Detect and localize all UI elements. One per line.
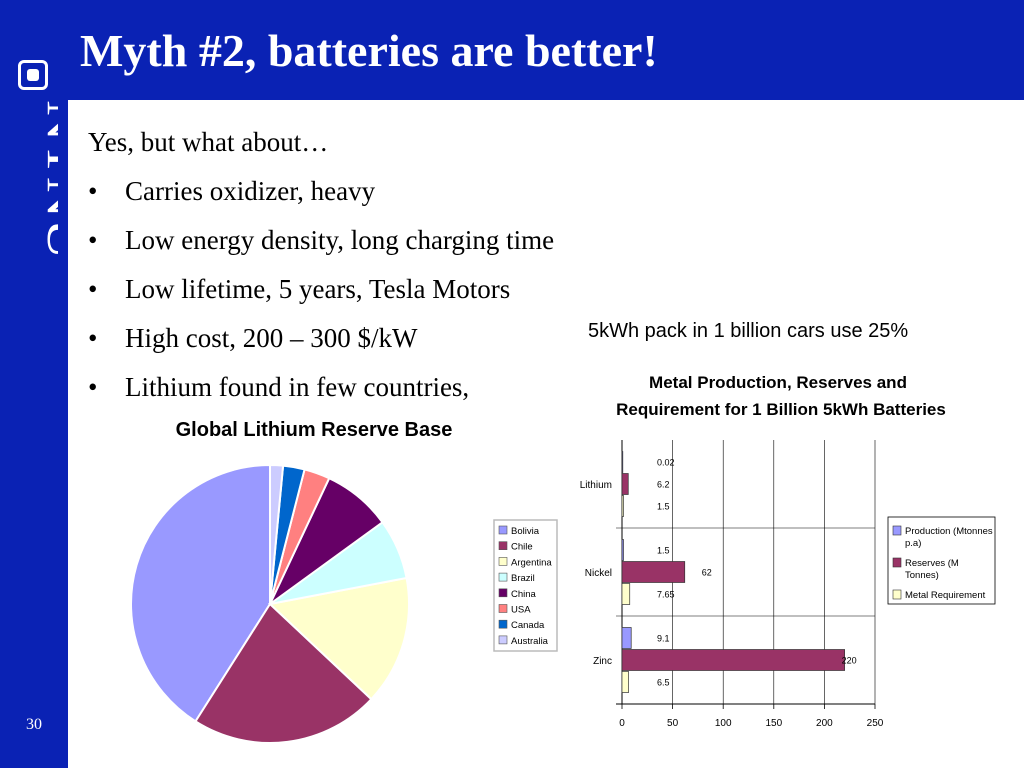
pie-legend-swatch bbox=[498, 572, 508, 582]
pie-legend-label: Australia bbox=[511, 636, 549, 647]
bar-legend-swatch bbox=[892, 557, 902, 568]
bullet-item: • High cost, 200 – 300 $/kW bbox=[88, 314, 554, 363]
pie-legend-label: China bbox=[511, 589, 537, 600]
bullet-symbol: • bbox=[88, 372, 98, 402]
bar-legend-box bbox=[887, 516, 996, 605]
bullet-item: • Low energy density, long charging time bbox=[88, 216, 554, 265]
bar-value-label: 6.5 bbox=[657, 678, 670, 688]
bar-value-label: 1.5 bbox=[657, 502, 670, 512]
pie-slice-australia bbox=[269, 463, 285, 605]
bullet-item: • Lithium found in few countries, bbox=[88, 363, 554, 412]
category-label: Zinc bbox=[593, 656, 612, 667]
bar-legend-label: Production (Mtonnes bbox=[905, 526, 993, 537]
pie-legend-label: USA bbox=[511, 605, 531, 616]
pie-slice-chile bbox=[194, 602, 373, 744]
bar-value-label: 6.2 bbox=[657, 480, 670, 490]
x-tick-label: 0 bbox=[619, 718, 625, 729]
bar bbox=[621, 451, 624, 473]
annotation-text: 5kWh pack in 1 billion cars use 25% bbox=[588, 320, 909, 342]
bar-value-label: 1.5 bbox=[657, 546, 670, 556]
x-tick-label: 250 bbox=[867, 718, 884, 729]
slide-content: Yes, but what about… • Carries oxidizer, … bbox=[88, 118, 554, 412]
sidebar: NTNU 30 bbox=[0, 0, 68, 768]
bullet-text: High cost, 200 – 300 $/kW bbox=[125, 323, 418, 353]
bar-chart-title-line1: Metal Production, Reserves and bbox=[649, 373, 907, 392]
bar bbox=[621, 539, 624, 561]
bar bbox=[621, 649, 845, 671]
pie-legend-swatch bbox=[498, 525, 508, 535]
bar bbox=[621, 473, 629, 495]
pie-legend-swatch bbox=[498, 557, 508, 566]
bar-legend-label: p.a) bbox=[905, 538, 921, 549]
pie-legend-swatch bbox=[498, 619, 508, 629]
pie-legend-swatch bbox=[498, 604, 508, 613]
bullet-item: • Carries oxidizer, heavy bbox=[88, 167, 554, 216]
category-label: Nickel bbox=[585, 568, 612, 579]
bar bbox=[621, 627, 632, 649]
bar-value-label: 220 bbox=[842, 656, 857, 666]
bullet-symbol: • bbox=[88, 274, 98, 304]
bullet-symbol: • bbox=[88, 323, 98, 353]
bar-legend-label: Reserves (M bbox=[905, 558, 959, 569]
x-tick-label: 100 bbox=[715, 718, 732, 729]
slide-title: Myth #2, batteries are better! bbox=[80, 25, 658, 76]
pie-legend-swatch bbox=[498, 588, 508, 598]
category-label: Lithium bbox=[580, 480, 612, 491]
ntnu-logo-text: NTNU bbox=[38, 100, 58, 260]
x-tick-label: 150 bbox=[765, 718, 782, 729]
page-number: 30 bbox=[26, 716, 42, 733]
x-tick-label: 200 bbox=[816, 718, 833, 729]
pie-legend-label: Argentina bbox=[511, 557, 552, 568]
bar bbox=[621, 495, 624, 517]
intro-text: Yes, but what about… bbox=[88, 127, 329, 157]
bar-value-label: 9.1 bbox=[657, 634, 670, 644]
bar-legend-label: Metal Requirement bbox=[905, 590, 986, 601]
bar bbox=[621, 583, 631, 605]
bar-legend-label: Tonnes) bbox=[905, 570, 939, 581]
svg-text:NTNU: NTNU bbox=[38, 100, 58, 260]
bar-legend-swatch bbox=[892, 525, 902, 536]
bullet-item: • Low lifetime, 5 years, Tesla Motors bbox=[88, 265, 554, 314]
pie-legend-label: Bolivia bbox=[511, 526, 540, 537]
pie-legend-swatch bbox=[498, 635, 508, 645]
bullet-text: Lithium found in few countries, bbox=[125, 372, 470, 402]
pie-legend-label: Chile bbox=[511, 542, 533, 553]
bar bbox=[621, 671, 629, 693]
pie-slice-argentina bbox=[267, 576, 410, 701]
bullet-text: Low energy density, long charging time bbox=[125, 225, 555, 255]
bullet-symbol: • bbox=[88, 225, 98, 255]
pie-legend-swatch bbox=[498, 541, 508, 551]
x-tick-label: 50 bbox=[667, 718, 679, 729]
bullet-text: Low lifetime, 5 years, Tesla Motors bbox=[125, 274, 511, 304]
ntnu-logo-icon bbox=[18, 60, 48, 90]
bullet-list: • Carries oxidizer, heavy • Low energy den… bbox=[88, 167, 554, 412]
bar-legend-swatch bbox=[892, 589, 902, 600]
bar bbox=[621, 561, 686, 583]
bar-value-label: 7.65 bbox=[657, 590, 675, 600]
pie-chart-title: Global Lithium Reserve Base bbox=[176, 419, 453, 441]
bar-chart-title-line2: Requirement for 1 Billion 5kWh Batteries bbox=[616, 400, 946, 419]
bullet-symbol: • bbox=[88, 176, 98, 206]
bar-value-label: 0.02 bbox=[657, 458, 675, 468]
bar-value-label: 62 bbox=[702, 568, 712, 578]
pie-legend-label: Brazil bbox=[511, 573, 535, 584]
bullet-text: Carries oxidizer, heavy bbox=[125, 176, 376, 206]
title-bar bbox=[68, 0, 1024, 100]
pie-legend-label: Canada bbox=[511, 620, 545, 631]
